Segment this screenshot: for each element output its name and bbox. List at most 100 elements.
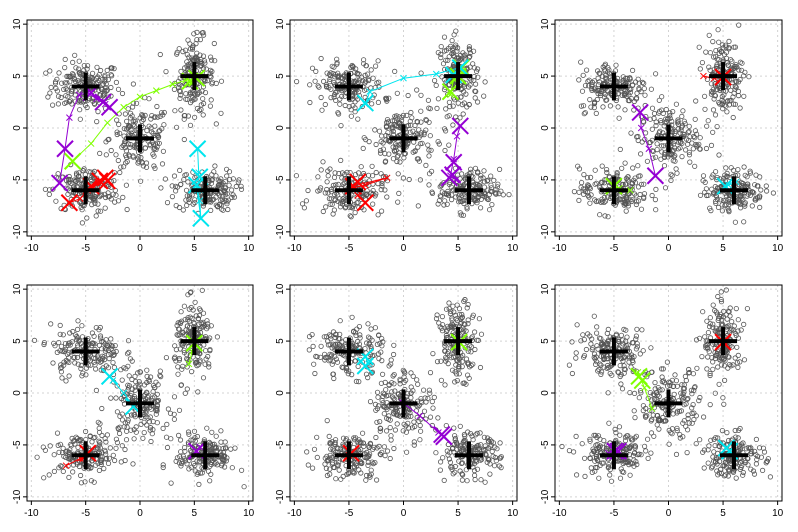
- data-point: [159, 126, 165, 132]
- data-point: [391, 148, 397, 154]
- data-point: [737, 205, 744, 211]
- data-point: [627, 197, 633, 203]
- data-point: [194, 50, 200, 56]
- data-point: [418, 119, 424, 125]
- data-point: [323, 84, 330, 90]
- data-point: [64, 87, 71, 93]
- data-point: [658, 120, 664, 126]
- data-point: [152, 114, 158, 120]
- data-point: [605, 214, 611, 220]
- data-point: [446, 99, 452, 105]
- data-point: [627, 89, 634, 95]
- data-point: [478, 173, 484, 179]
- x-tick-label: -5: [81, 243, 90, 254]
- data-point: [207, 103, 213, 109]
- data-point: [443, 57, 449, 63]
- data-point: [213, 433, 219, 439]
- data-point: [635, 76, 641, 82]
- data-point: [163, 69, 169, 75]
- data-point: [614, 170, 620, 176]
- data-point: [47, 443, 53, 449]
- data-point: [417, 428, 424, 434]
- data-point: [651, 110, 658, 117]
- data-point: [477, 205, 484, 211]
- data-point: [437, 467, 443, 473]
- data-point: [386, 151, 392, 157]
- data-point: [215, 204, 221, 210]
- data-point: [352, 210, 358, 216]
- data-point: [178, 181, 184, 187]
- x-marker: [60, 194, 79, 212]
- data-point: [629, 82, 636, 89]
- data-point: [451, 53, 457, 60]
- data-point: [163, 354, 169, 361]
- data-point: [196, 108, 202, 114]
- data-point: [192, 200, 198, 206]
- data-point: [50, 360, 56, 366]
- data-point: [390, 373, 396, 379]
- data-point: [326, 358, 332, 364]
- data-point: [67, 176, 73, 183]
- data-point: [336, 467, 342, 473]
- path-point: [120, 103, 128, 111]
- data-point: [770, 190, 777, 196]
- data-point: [703, 145, 710, 152]
- data-point: [369, 173, 376, 179]
- data-point: [438, 54, 444, 61]
- data-point: [707, 50, 714, 56]
- data-point: [354, 71, 360, 77]
- data-point: [68, 180, 74, 186]
- data-point: [453, 44, 459, 50]
- data-point: [725, 84, 732, 90]
- data-point: [622, 88, 628, 94]
- data-point: [442, 128, 449, 134]
- data-point: [96, 77, 102, 84]
- x-marker: [451, 59, 469, 77]
- data-point: [348, 113, 354, 119]
- data-point: [48, 84, 54, 91]
- data-point: [631, 177, 637, 183]
- path-point: [104, 119, 111, 127]
- data-point: [711, 96, 717, 102]
- data-point: [399, 114, 405, 120]
- data-point: [307, 99, 313, 106]
- data-point: [378, 133, 385, 139]
- data-point: [224, 201, 230, 207]
- data-point: [130, 461, 136, 467]
- data-point: [636, 85, 642, 92]
- data-point: [218, 78, 225, 84]
- data-point: [488, 182, 494, 188]
- data-point: [472, 476, 478, 483]
- data-point: [108, 336, 114, 342]
- data-point: [79, 323, 85, 329]
- data-point: [355, 170, 362, 176]
- data-point: [678, 125, 685, 131]
- data-point: [682, 147, 689, 153]
- data-point: [390, 351, 397, 358]
- data-point: [361, 135, 367, 141]
- data-point: [472, 95, 478, 101]
- data-point: [78, 99, 84, 105]
- data-point: [176, 88, 183, 94]
- x-marker: [98, 172, 117, 190]
- data-point: [674, 170, 680, 176]
- data-point: [118, 164, 124, 170]
- path-point-stroke: [66, 114, 73, 121]
- data-point: [70, 59, 76, 66]
- data-point: [437, 459, 444, 465]
- data-point: [201, 32, 207, 38]
- data-point: [382, 151, 388, 157]
- data-point: [635, 184, 642, 190]
- data-point: [104, 87, 111, 93]
- path-point: [75, 91, 83, 99]
- data-point: [200, 310, 207, 316]
- data-point: [439, 313, 445, 320]
- data-point: [177, 167, 183, 173]
- x-tick-label: -5: [344, 508, 353, 519]
- data-point: [156, 140, 162, 146]
- data-point: [134, 100, 140, 106]
- data-point: [182, 113, 188, 119]
- data-point: [423, 117, 429, 123]
- data-point: [138, 178, 144, 184]
- data-point: [585, 193, 591, 199]
